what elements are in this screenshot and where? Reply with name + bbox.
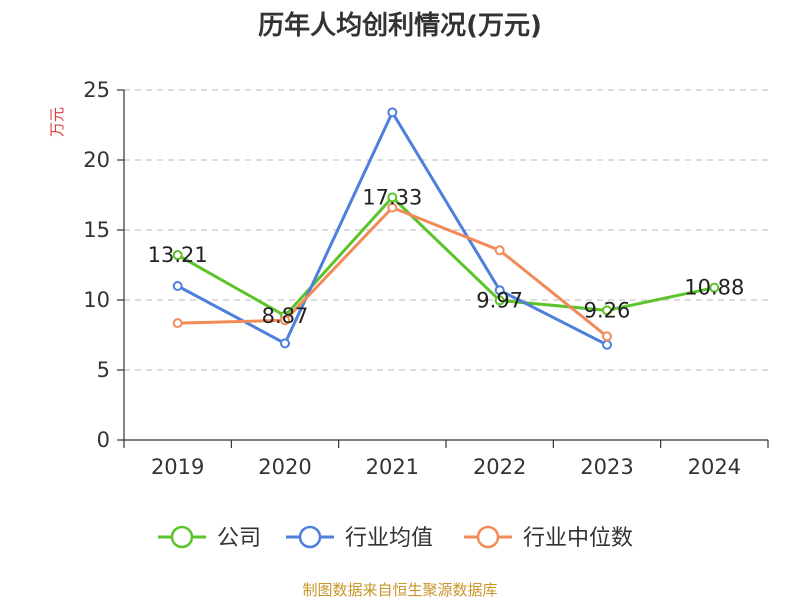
series-lines xyxy=(172,107,720,350)
x-tick-label: 2019 xyxy=(151,455,204,479)
series-line xyxy=(177,206,608,338)
data-point[interactable] xyxy=(172,318,183,329)
data-point[interactable] xyxy=(602,305,612,316)
y-tick-label: 10 xyxy=(83,288,110,312)
legend-item[interactable]: 行业均值 xyxy=(286,525,433,551)
y-tick-label: 5 xyxy=(97,358,110,382)
data-point[interactable] xyxy=(602,331,612,342)
legend-marker xyxy=(476,525,500,549)
data-point[interactable] xyxy=(172,250,183,261)
x-tick-label: 2023 xyxy=(580,455,633,479)
legend[interactable]: 公司 行业均值 行业中位数 xyxy=(158,525,633,551)
series-line xyxy=(176,110,608,347)
y-axis-label: 万元 xyxy=(48,107,66,137)
data-point[interactable] xyxy=(280,315,290,326)
data-point[interactable] xyxy=(709,282,720,293)
data-point[interactable] xyxy=(494,295,505,306)
data-point[interactable] xyxy=(280,338,290,349)
y-tick-label: 20 xyxy=(83,148,110,172)
x-tick-label: 2024 xyxy=(688,455,741,479)
data-label: 9.97 xyxy=(476,288,523,312)
legend-marker xyxy=(170,525,194,549)
legend-label: 行业均值 xyxy=(345,526,433,551)
series-公司 xyxy=(172,192,720,321)
data-point[interactable] xyxy=(602,339,612,350)
series-行业均值 xyxy=(172,107,612,350)
data-point[interactable] xyxy=(494,285,505,296)
series-line xyxy=(176,195,715,318)
x-tick-label: 2022 xyxy=(473,455,526,479)
data-label: 9.26 xyxy=(584,298,631,322)
data-labels: 13.21 8.87 17.33 9.97 9.26 10.88 xyxy=(148,185,745,327)
x-tick-label: 2020 xyxy=(258,455,311,479)
data-point[interactable] xyxy=(387,192,398,203)
y-tick-label: 25 xyxy=(83,78,110,102)
y-tick-label: 15 xyxy=(83,218,110,242)
legend-item[interactable]: 行业中位数 xyxy=(464,525,633,551)
legend-label: 行业中位数 xyxy=(523,526,633,551)
legend-marker xyxy=(298,525,322,549)
legend-label: 公司 xyxy=(217,526,261,551)
x-tick-label: 2021 xyxy=(366,455,419,479)
data-point[interactable] xyxy=(387,202,398,213)
data-label: 13.21 xyxy=(148,243,208,267)
data-label: 8.87 xyxy=(262,304,309,328)
chart-title: 历年人均创利情况(万元) xyxy=(258,10,542,41)
data-point[interactable] xyxy=(494,245,505,256)
data-label: 17.33 xyxy=(362,185,422,209)
data-point[interactable] xyxy=(172,281,183,291)
series-行业中位数 xyxy=(172,202,612,342)
y-tick-label: 0 xyxy=(97,428,110,452)
data-label: 10.88 xyxy=(684,276,744,300)
data-point[interactable] xyxy=(387,107,398,118)
legend-item[interactable]: 公司 xyxy=(158,525,261,551)
axes: 0 5 10 15 20 25 2019 2020 2021 2022 2023 2024 xyxy=(83,78,769,479)
data-source-footer: 制图数据来自恒生聚源数据库 xyxy=(302,581,497,599)
